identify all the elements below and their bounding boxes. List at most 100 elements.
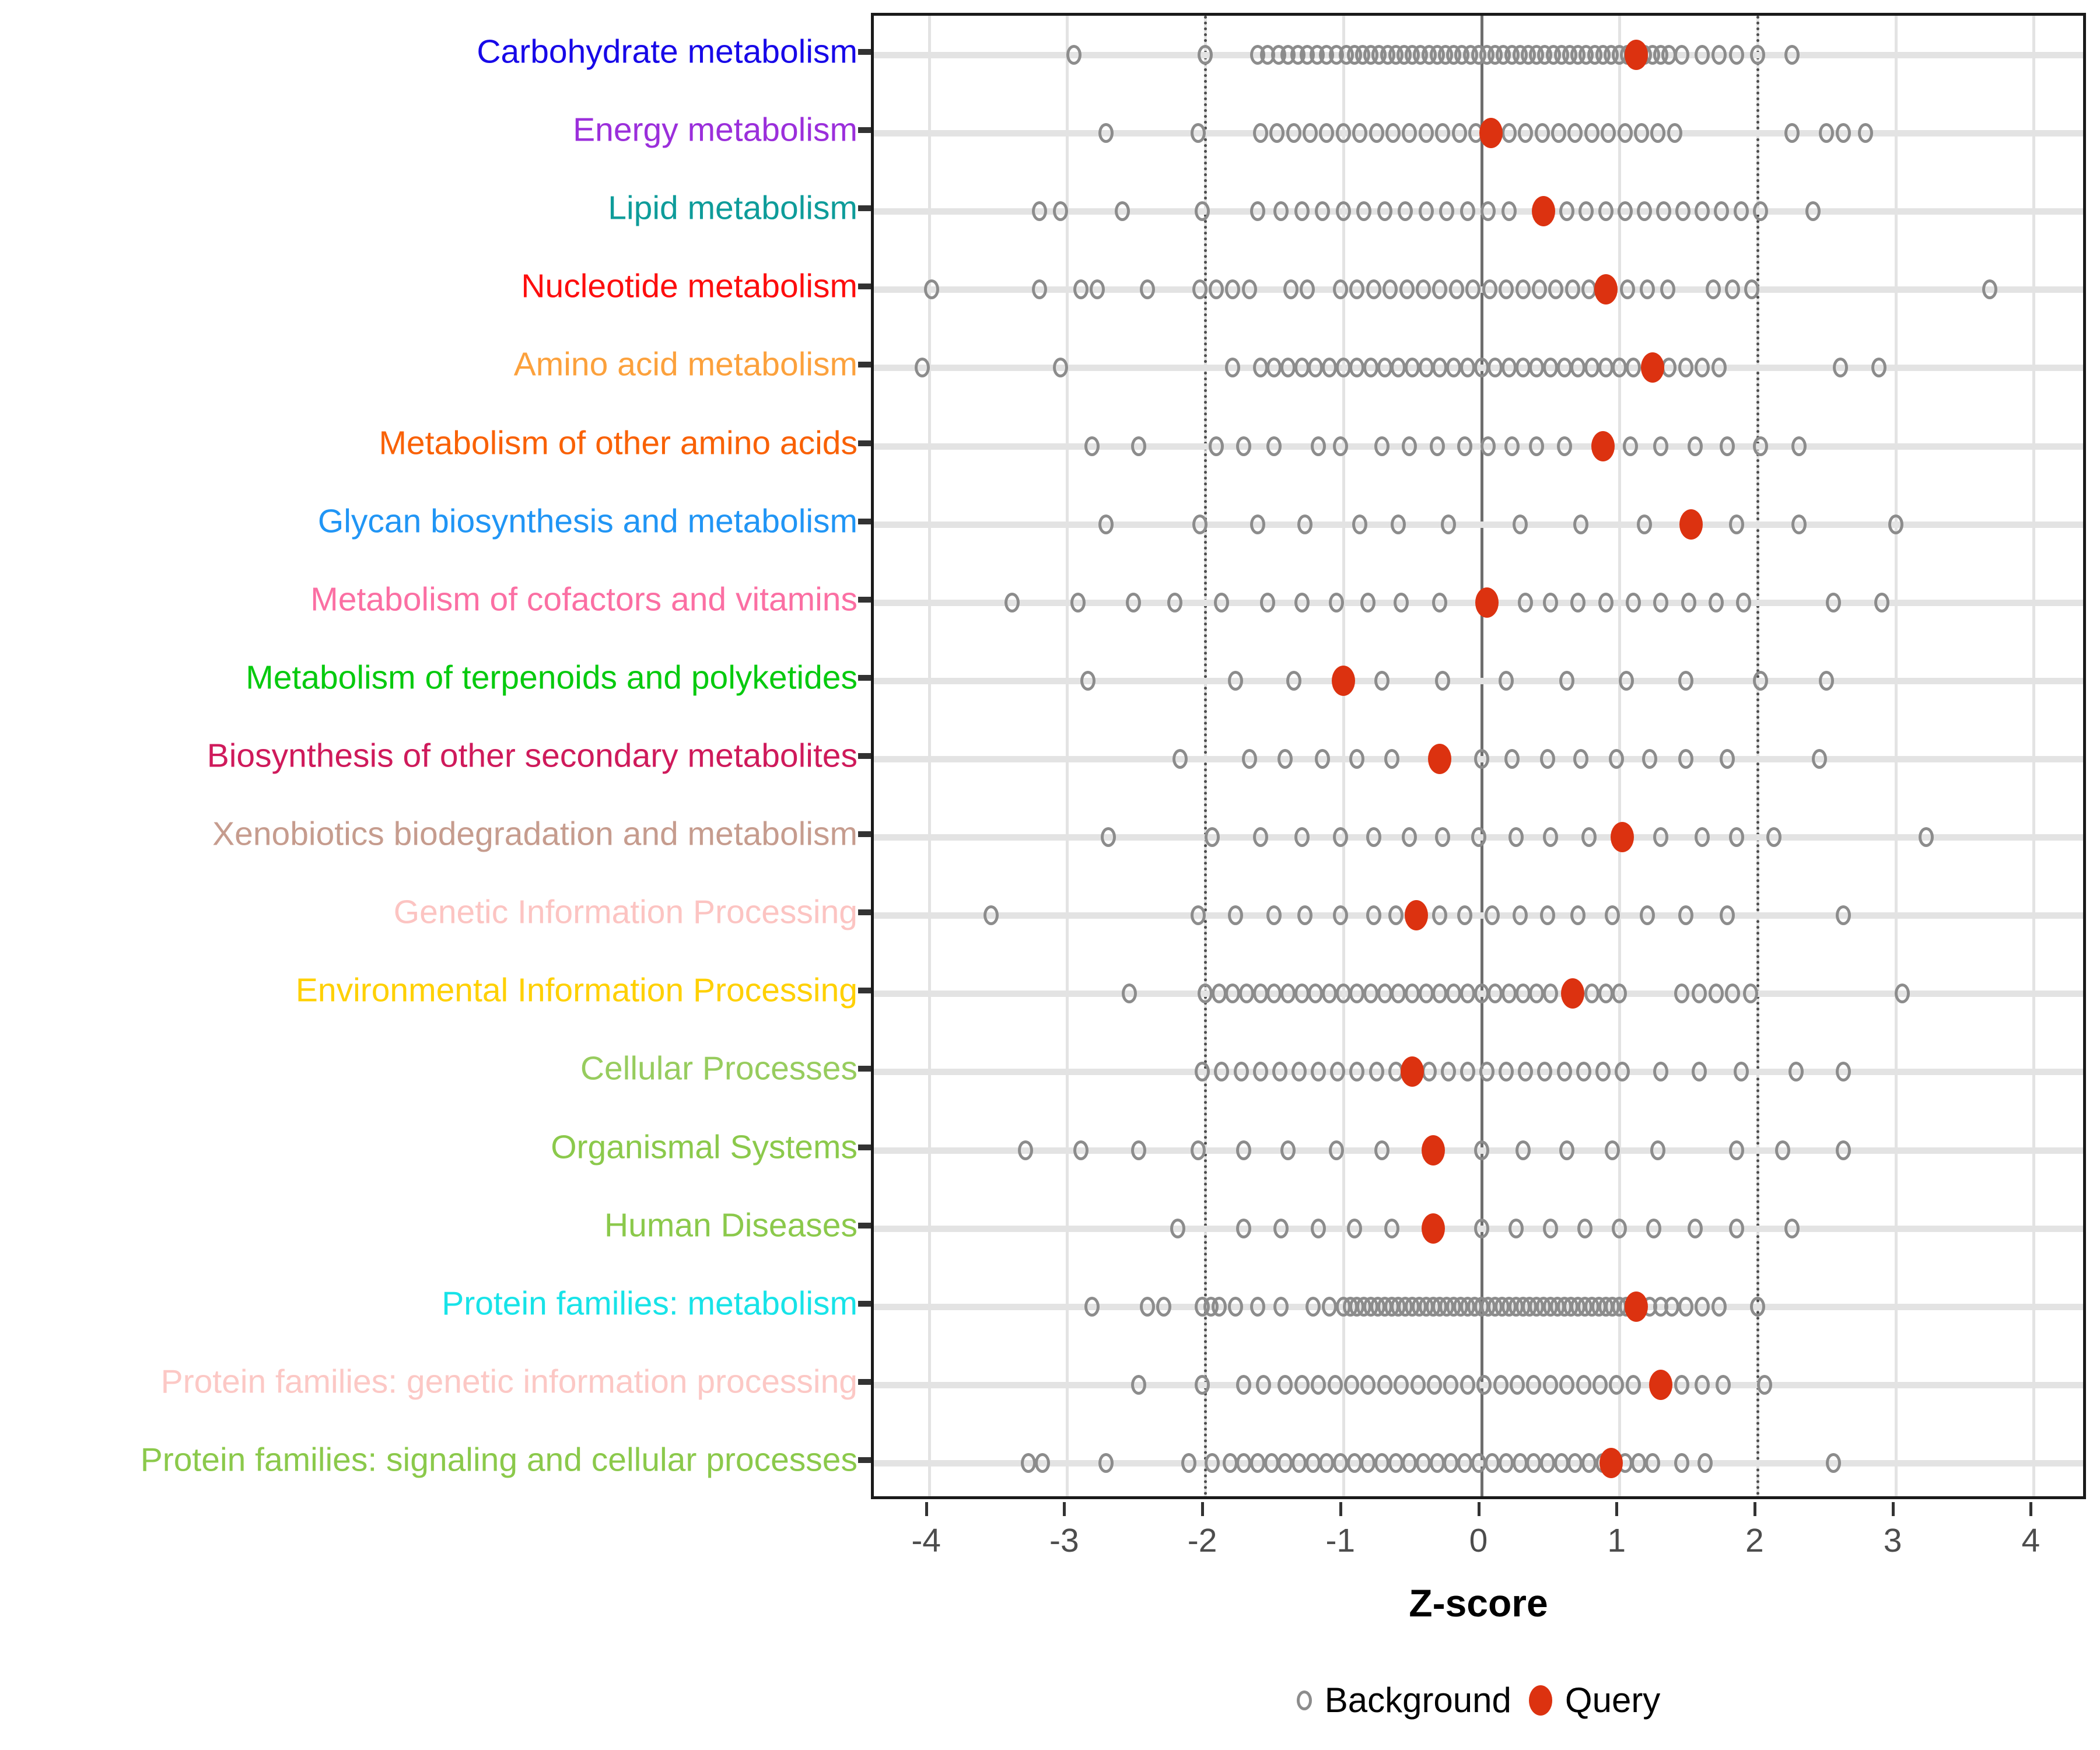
- query-point[interactable]: [1421, 1213, 1445, 1244]
- background-point: [1460, 201, 1475, 222]
- query-point[interactable]: [1600, 1447, 1623, 1478]
- background-point: [1073, 1140, 1089, 1160]
- query-point[interactable]: [1594, 274, 1618, 305]
- background-point: [1273, 1218, 1289, 1238]
- background-point: [1418, 201, 1434, 222]
- background-point: [1678, 358, 1693, 378]
- background-point: [1126, 592, 1141, 612]
- background-point: [1488, 984, 1503, 1004]
- background-point: [1711, 358, 1727, 378]
- background-point: [1366, 905, 1381, 926]
- background-point: [1346, 1218, 1362, 1238]
- y-axis-label: Protein families: genetic information pr…: [160, 1363, 858, 1401]
- background-point: [1098, 514, 1114, 534]
- background-point: [1895, 984, 1910, 1004]
- background-point: [1228, 670, 1244, 691]
- background-point: [1695, 201, 1710, 222]
- background-point: [1805, 201, 1821, 222]
- background-point: [1384, 1218, 1399, 1238]
- plot-panel: [871, 13, 2086, 1499]
- query-point[interactable]: [1624, 1291, 1648, 1322]
- background-point: [1609, 749, 1625, 769]
- background-point: [1278, 749, 1293, 769]
- background-point: [1542, 1374, 1558, 1395]
- background-point: [1584, 984, 1600, 1004]
- background-point: [1711, 1296, 1727, 1317]
- background-point: [1080, 670, 1096, 691]
- x-axis-tick-label: -1: [1325, 1522, 1356, 1559]
- y-axis-tick: [858, 362, 871, 368]
- background-point: [1471, 1452, 1486, 1473]
- background-point: [1791, 514, 1807, 534]
- query-point[interactable]: [1591, 430, 1615, 461]
- query-point[interactable]: [1421, 1135, 1445, 1166]
- background-point: [1098, 123, 1114, 144]
- background-point: [1266, 358, 1282, 378]
- background-point: [1515, 1140, 1531, 1160]
- background-point: [1474, 749, 1489, 769]
- query-point[interactable]: [1532, 196, 1556, 227]
- background-point: [1250, 1452, 1266, 1473]
- background-point: [1356, 201, 1372, 222]
- background-point: [1460, 1374, 1475, 1395]
- y-gridline: [874, 443, 2083, 450]
- background-point: [1385, 123, 1401, 144]
- background-point: [1300, 279, 1315, 300]
- query-point[interactable]: [1479, 118, 1503, 149]
- background-point: [1501, 358, 1517, 378]
- query-point[interactable]: [1405, 900, 1429, 931]
- query-point[interactable]: [1649, 1369, 1673, 1400]
- x-axis-tick: [1339, 1502, 1342, 1516]
- background-point: [1402, 827, 1418, 848]
- background-point: [1576, 1062, 1591, 1082]
- background-point: [1752, 201, 1768, 222]
- query-point[interactable]: [1331, 665, 1355, 696]
- background-point: [1598, 201, 1614, 222]
- background-point: [1595, 1062, 1611, 1082]
- background-point: [1236, 1140, 1252, 1160]
- y-axis-label: Metabolism of other amino acids: [379, 424, 858, 462]
- query-point[interactable]: [1641, 352, 1664, 383]
- query-point[interactable]: [1679, 509, 1703, 540]
- background-point: [1034, 1452, 1050, 1473]
- background-point: [1319, 1452, 1335, 1473]
- background-point: [1573, 514, 1588, 534]
- background-point: [1534, 123, 1550, 144]
- background-point: [1382, 279, 1398, 300]
- background-point: [1581, 1452, 1597, 1473]
- background-point: [1634, 123, 1650, 144]
- background-point: [1756, 1374, 1772, 1395]
- background-point: [1283, 279, 1298, 300]
- background-point: [1236, 1452, 1252, 1473]
- background-point: [1191, 905, 1206, 926]
- background-point: [1349, 358, 1365, 378]
- background-point: [1328, 592, 1344, 612]
- background-point: [1749, 1296, 1765, 1317]
- background-point: [1540, 749, 1556, 769]
- background-point: [1531, 279, 1547, 300]
- background-point: [1508, 1218, 1524, 1238]
- background-point: [1499, 670, 1514, 691]
- background-point: [1349, 749, 1365, 769]
- background-point: [1368, 123, 1384, 144]
- background-point: [1352, 123, 1368, 144]
- background-point: [1744, 279, 1760, 300]
- background-point: [1653, 1062, 1669, 1082]
- query-point[interactable]: [1560, 978, 1584, 1009]
- background-point: [1156, 1296, 1172, 1317]
- y-axis-tick: [858, 753, 871, 759]
- query-point[interactable]: [1610, 822, 1634, 853]
- background-point: [1273, 201, 1289, 222]
- background-point: [1410, 1374, 1426, 1395]
- background-point: [1349, 279, 1365, 300]
- background-point: [1333, 1452, 1349, 1473]
- background-point: [1512, 1452, 1528, 1473]
- background-point: [1791, 436, 1807, 456]
- background-point: [1526, 1374, 1542, 1395]
- query-point[interactable]: [1428, 744, 1452, 774]
- query-point[interactable]: [1624, 40, 1648, 71]
- background-point: [1650, 1140, 1666, 1160]
- background-point: [1508, 827, 1524, 848]
- query-point[interactable]: [1401, 1056, 1424, 1087]
- query-point[interactable]: [1475, 587, 1499, 618]
